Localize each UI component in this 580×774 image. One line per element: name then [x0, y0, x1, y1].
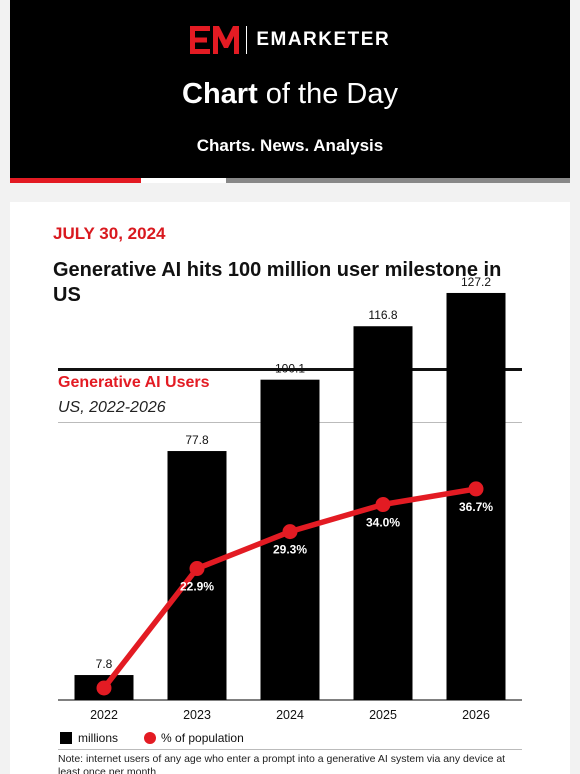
article-card: JULY 30, 2024 Generative AI hits 100 mil… — [10, 202, 570, 774]
percent-point-2026 — [468, 481, 484, 497]
percent-point-2023 — [189, 561, 205, 577]
em-logo-icon — [189, 26, 239, 54]
percent-label-2024: 29.3% — [273, 543, 307, 557]
bar-2025 — [353, 326, 413, 700]
newsletter-title: Chart of the Day — [10, 78, 570, 111]
x-tick-label-2025: 2025 — [369, 708, 397, 722]
chart-top-rule — [58, 368, 522, 371]
newsletter-header: EMARKETER Chart of the Day Charts. News.… — [10, 0, 570, 183]
bar-value-label-2025: 116.8 — [368, 308, 397, 322]
percent-point-2025 — [375, 497, 391, 513]
tagline: Charts. News. Analysis — [196, 136, 384, 155]
chart-note: Note: internet users of any age who ente… — [58, 753, 506, 774]
x-tick-label-2024: 2024 — [276, 708, 304, 722]
bar-value-label-2023: 77.8 — [185, 433, 209, 447]
bar-value-label-2022: 7.8 — [96, 657, 113, 671]
legend-rule — [58, 749, 522, 750]
logo-divider — [245, 26, 248, 54]
newsletter-title-bold: Chart — [182, 78, 258, 110]
chart-subtitle: US, 2022-2026 — [58, 399, 166, 416]
chart-legend: millions % of population — [60, 731, 244, 745]
percent-point-2024 — [282, 524, 298, 540]
chart-plot[interactable]: 7.8 77.8 100.1 116.8 127.2 2022 2023 2024 2025 20… — [10, 202, 570, 732]
accent-bar-red — [10, 178, 141, 183]
x-tick-label-2023: 2023 — [183, 708, 211, 722]
legend-millions-swatch — [60, 732, 72, 744]
bar-value-label-2024: 100.1 — [275, 362, 305, 376]
newsletter-title-rest: of the Day — [257, 78, 398, 110]
article-headline[interactable]: Generative AI hits 100 million user mile… — [53, 259, 502, 306]
percent-point-2022 — [96, 680, 112, 696]
percent-label-2026: 36.7% — [459, 500, 493, 514]
legend-percent-label: % of population — [161, 731, 244, 745]
legend-percent-swatch — [144, 732, 157, 744]
article-date: JULY 30, 2024 — [53, 224, 166, 243]
accent-bar-grey — [226, 178, 570, 183]
chart-title: Generative AI Users — [58, 374, 210, 391]
percent-label-2023: 22.9% — [180, 580, 214, 594]
brand-name: EMARKETER — [256, 29, 391, 50]
bar-2026 — [446, 292, 506, 700]
x-tick-label-2022: 2022 — [90, 708, 118, 722]
bar-value-label-2026: 127.2 — [461, 275, 491, 289]
legend-millions-label: millions — [78, 731, 119, 745]
percent-label-2025: 34.0% — [366, 516, 400, 530]
accent-bar-white — [141, 178, 226, 183]
x-tick-label-2026: 2026 — [462, 708, 490, 722]
brand-logo[interactable]: EMARKETER — [10, 25, 570, 55]
